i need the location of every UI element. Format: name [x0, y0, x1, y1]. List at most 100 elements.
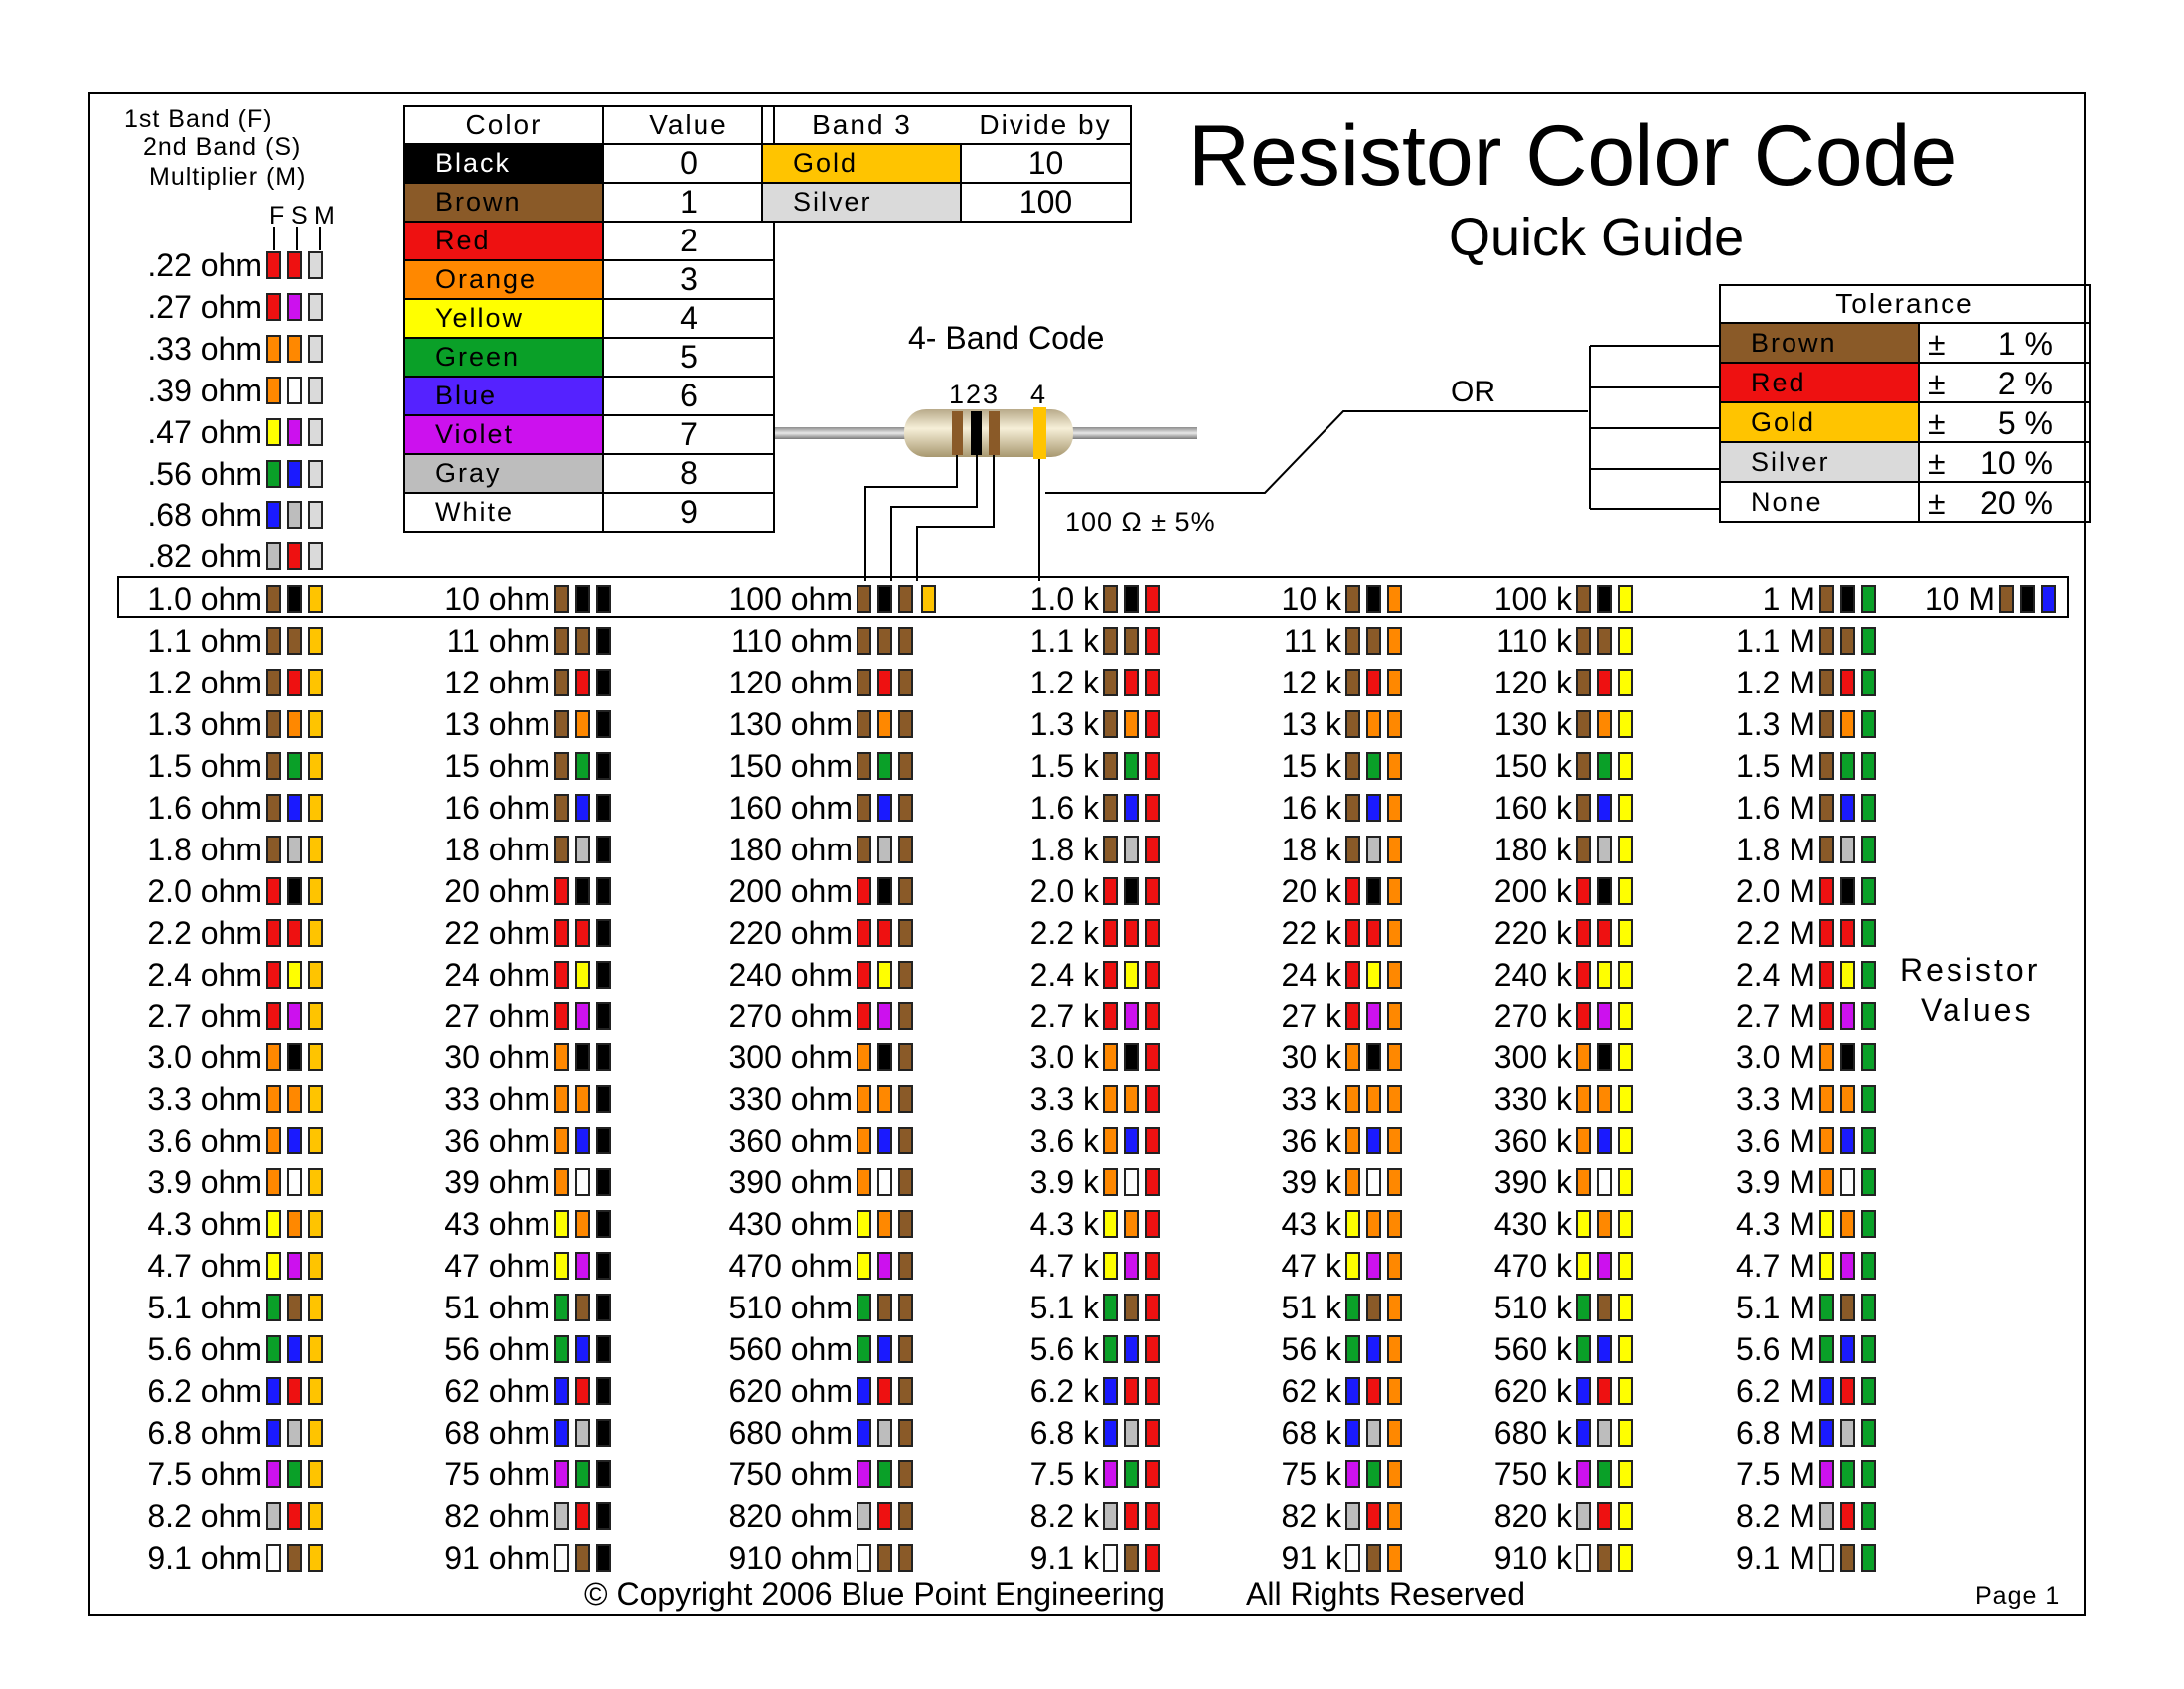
resistor-value-entry: 5.1 k — [0, 1291, 1164, 1324]
resistor-value-label: 240 ohm — [728, 956, 853, 993]
resistor-band-1 — [952, 411, 963, 455]
color-band-swatch — [1840, 709, 1855, 738]
color-band-swatch — [1345, 1459, 1360, 1488]
color-band-swatch — [308, 459, 323, 488]
color-band-swatch — [1145, 1377, 1160, 1406]
resistor-value-label: 150 ohm — [728, 747, 853, 784]
band-code-label: 4- Band Code — [908, 320, 1105, 356]
color-band-swatch — [1145, 1543, 1160, 1572]
resistor-value-label: .82 ohm — [147, 538, 262, 575]
resistor-value-label: 330 ohm — [728, 1081, 853, 1118]
highlight-first-row — [117, 576, 2069, 618]
tolerance-bracket — [1589, 345, 1723, 510]
color-band-swatch — [857, 1252, 871, 1281]
color-band-swatch — [1597, 1001, 1612, 1030]
color-name: Black — [403, 143, 604, 184]
color-band-swatch — [1387, 960, 1402, 989]
color-band-swatch — [1145, 1459, 1160, 1488]
color-band-swatch — [1387, 1085, 1402, 1114]
color-band-swatch — [898, 1459, 913, 1488]
resistor-value-entry: 390 k — [0, 1165, 1637, 1199]
color-band-swatch — [898, 751, 913, 780]
resistor-value-label: 10 M — [1924, 581, 1995, 617]
color-band-swatch — [1387, 1252, 1402, 1281]
resistor-value-entry: 1.3 k — [0, 707, 1164, 741]
resistor-band-4 — [1033, 407, 1046, 459]
resistor-value-label: 1.6 k — [1029, 789, 1099, 826]
color-band-swatch — [1366, 1377, 1381, 1406]
color-band-swatch — [308, 709, 323, 738]
resistor-value-entry: 2.4 ohm — [0, 958, 327, 992]
resistor-value-label: 4.7 M — [1735, 1248, 1815, 1285]
color-band-swatch — [1124, 709, 1139, 738]
tolerance-row: None ±20 % — [1719, 481, 2091, 523]
color-band-swatch — [554, 1501, 569, 1530]
resistor-value-entry: 150 ohm — [0, 749, 917, 783]
resistor-value-entry: 3.3 M — [0, 1082, 1880, 1116]
color-band-swatch — [287, 1335, 302, 1364]
color-band-swatch — [1145, 1252, 1160, 1281]
resistor-value-label: 200 k — [1493, 872, 1572, 909]
color-band-swatch — [898, 1127, 913, 1155]
band3-name: Silver — [761, 182, 962, 223]
color-band-swatch — [1366, 876, 1381, 905]
color-band-swatch — [575, 918, 590, 947]
color-band-swatch — [1145, 793, 1160, 822]
color-band-swatch — [1124, 668, 1139, 696]
color-band-swatch — [1366, 1043, 1381, 1072]
color-band-swatch — [877, 1543, 892, 1572]
resistor-value-label: 1.5 ohm — [147, 747, 262, 784]
color-band-swatch — [857, 709, 871, 738]
color-band-swatch — [921, 585, 936, 613]
resistor-value-entry: 11 k — [0, 624, 1406, 658]
resistor-value-label: 24 k — [1281, 956, 1341, 993]
resistor-value-entry: 820 k — [0, 1499, 1637, 1533]
color-band-swatch — [1103, 1085, 1118, 1114]
color-band-swatch — [1618, 751, 1633, 780]
color-band-swatch — [308, 1501, 323, 1530]
color-band-swatch — [1366, 1501, 1381, 1530]
resistor-value-entry: 7.5 k — [0, 1458, 1164, 1491]
resistor-value-entry: 620 ohm — [0, 1374, 917, 1408]
resistor-value-label: 9.1 M — [1735, 1539, 1815, 1576]
tolerance-table: Tolerance Brown ±1 % Red ±2 % Gold ±5 % Silver… — [1719, 284, 2091, 523]
resistor-value-label: 160 k — [1493, 789, 1572, 826]
resistor-value-entry: 3.0 ohm — [0, 1040, 327, 1074]
resistor-value-label: 47 k — [1281, 1248, 1341, 1285]
resistor-value-label: 43 k — [1281, 1206, 1341, 1243]
color-band-swatch — [1840, 918, 1855, 947]
resistor-value-entry: 220 k — [0, 916, 1637, 950]
color-band-swatch — [266, 1168, 281, 1197]
band3-name: Gold — [761, 143, 962, 184]
color-band-swatch — [877, 626, 892, 655]
resistor-value-label: 3.0 M — [1735, 1039, 1815, 1076]
resistor-value-label: 33 k — [1281, 1081, 1341, 1118]
resistor-value-label: 3.0 ohm — [147, 1039, 262, 1076]
color-band-swatch — [1597, 1168, 1612, 1197]
color-band-swatch — [1366, 918, 1381, 947]
color-band-swatch — [1576, 1252, 1591, 1281]
resistor-value-label: 11 ohm — [446, 622, 550, 659]
color-band-swatch — [1861, 668, 1876, 696]
color-band-swatch — [596, 1210, 611, 1239]
color-band-swatch — [898, 1168, 913, 1197]
resistor-value-label: 910 ohm — [728, 1539, 853, 1576]
color-band-swatch — [1387, 709, 1402, 738]
color-band-swatch — [287, 668, 302, 696]
color-band-swatch — [1618, 1085, 1633, 1114]
color-band-swatch — [877, 1210, 892, 1239]
resistor-value-entry: 680 k — [0, 1416, 1637, 1450]
color-band-swatch — [1597, 751, 1612, 780]
resistor-value-entry: .39 ohm — [0, 374, 327, 407]
color-band-swatch — [287, 1001, 302, 1030]
resistor-value-label: 68 k — [1281, 1415, 1341, 1451]
color-row: Green 5 — [403, 337, 775, 378]
color-band-swatch — [1345, 1127, 1360, 1155]
resistor-value-entry: 560 k — [0, 1332, 1637, 1366]
resistor-value-entry: 33 ohm — [0, 1082, 615, 1116]
color-band-swatch — [308, 1377, 323, 1406]
color-band-swatch — [1366, 585, 1381, 613]
resistor-value-entry: 6.8 k — [0, 1416, 1164, 1450]
color-band-swatch — [1618, 1043, 1633, 1072]
resistor-value-entry: 16 ohm — [0, 791, 615, 825]
